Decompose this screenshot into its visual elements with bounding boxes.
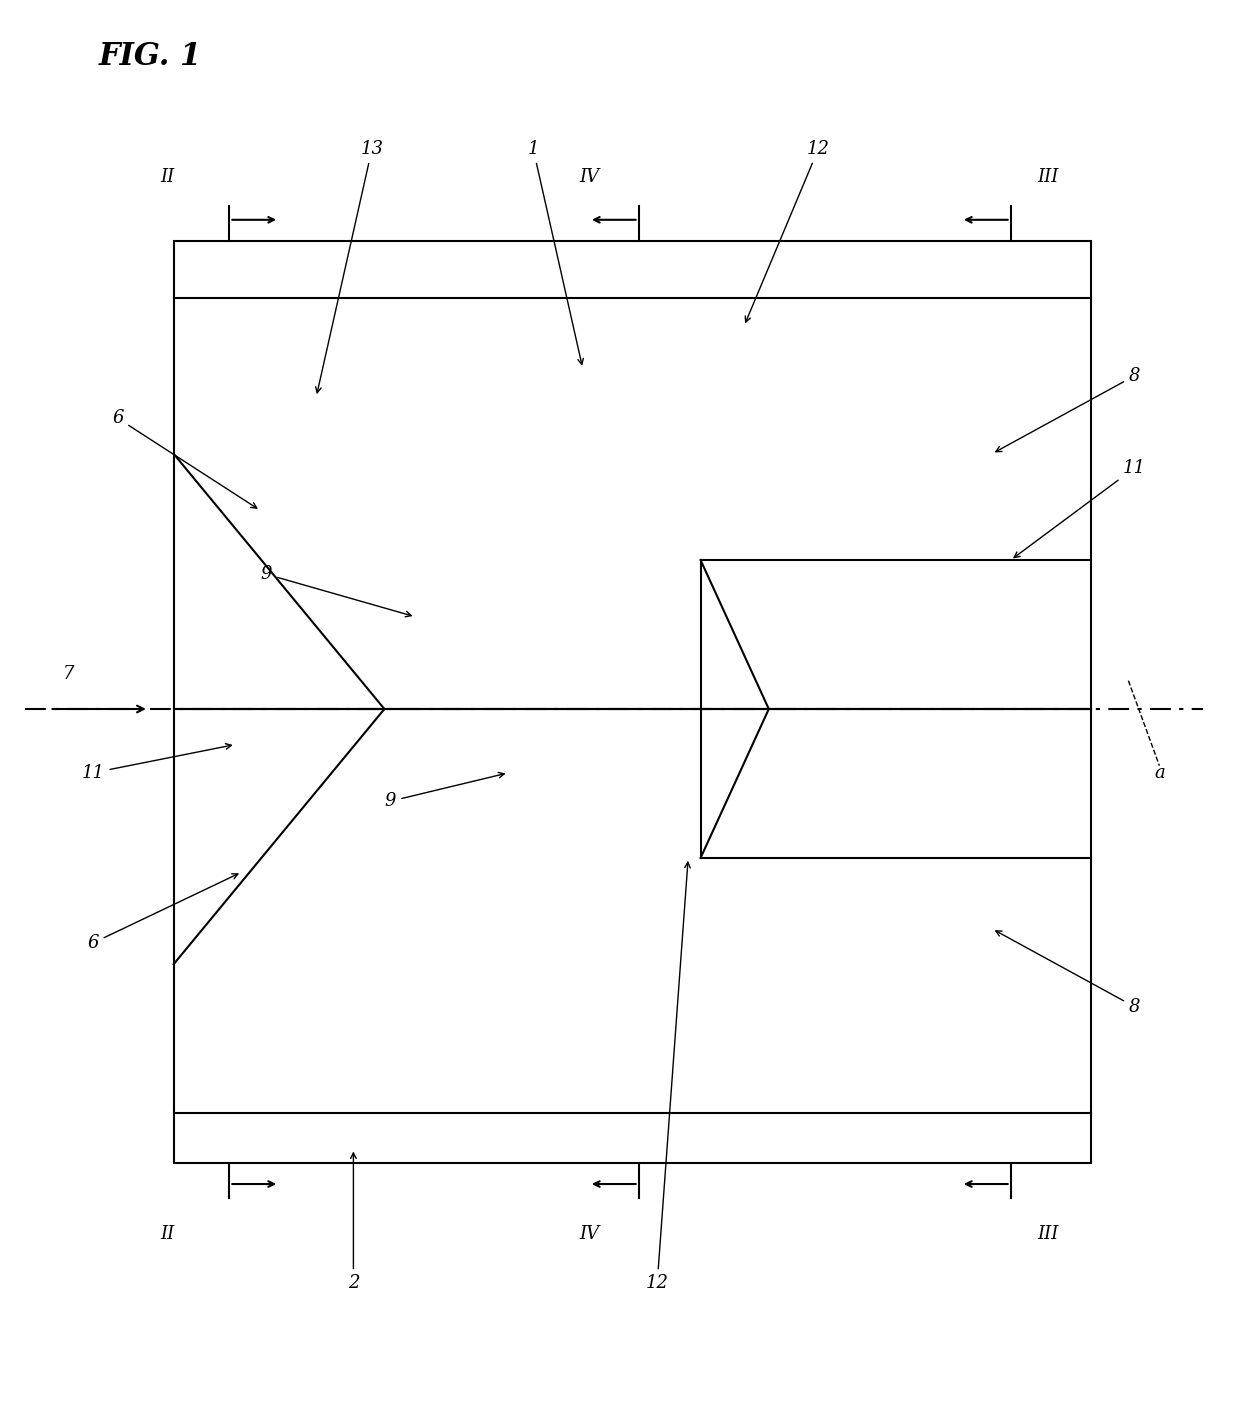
Text: a: a bbox=[1154, 764, 1164, 781]
Text: 8: 8 bbox=[996, 367, 1141, 452]
Text: IV: IV bbox=[579, 169, 599, 186]
Text: 13: 13 bbox=[316, 140, 383, 393]
Text: 9: 9 bbox=[384, 773, 505, 810]
Text: 1: 1 bbox=[527, 140, 583, 364]
Bar bbox=[174, 709, 1091, 1163]
Text: 8: 8 bbox=[996, 930, 1141, 1015]
Text: 11: 11 bbox=[82, 743, 232, 781]
Text: III: III bbox=[1037, 169, 1059, 186]
Text: 9: 9 bbox=[260, 566, 412, 617]
Text: II: II bbox=[160, 169, 175, 186]
Text: III: III bbox=[1037, 1225, 1059, 1242]
Text: IV: IV bbox=[579, 1225, 599, 1242]
Text: 12: 12 bbox=[646, 862, 691, 1292]
Text: II: II bbox=[160, 1225, 175, 1242]
Text: 7: 7 bbox=[62, 665, 74, 682]
Bar bbox=[174, 241, 1091, 709]
Text: 6: 6 bbox=[87, 873, 238, 951]
Text: FIG. 1: FIG. 1 bbox=[99, 41, 202, 72]
Text: 2: 2 bbox=[347, 1153, 360, 1292]
Text: 12: 12 bbox=[745, 140, 830, 322]
Text: 6: 6 bbox=[112, 410, 257, 508]
Text: 11: 11 bbox=[1014, 459, 1146, 557]
